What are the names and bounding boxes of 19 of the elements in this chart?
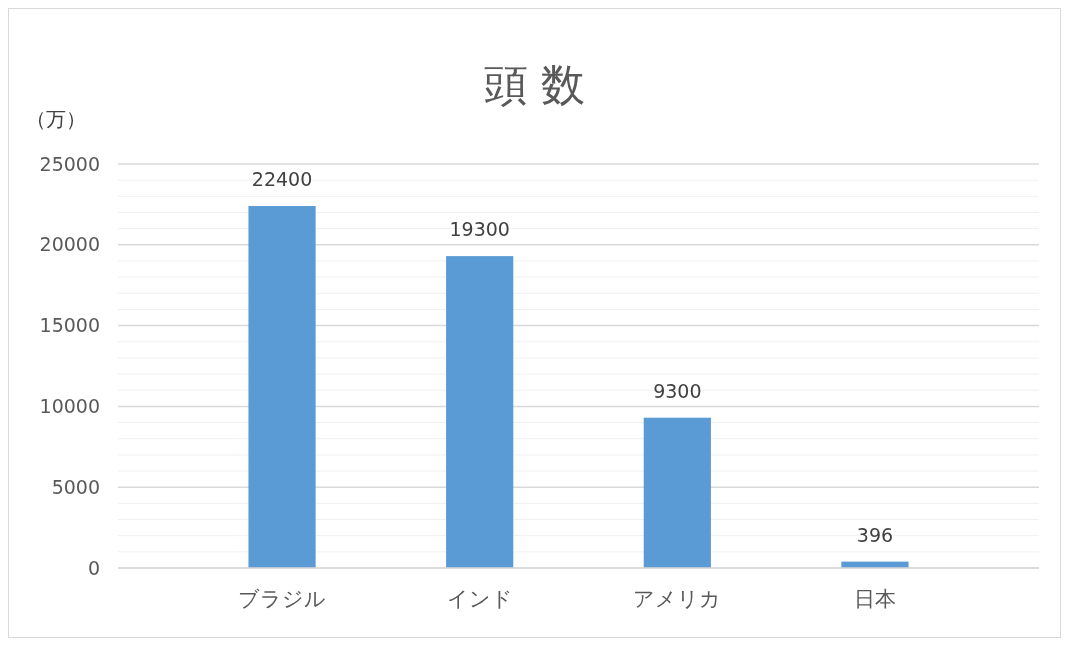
y-axis-title: （万） — [26, 107, 86, 131]
data-label: 9300 — [653, 379, 702, 402]
x-tick-label: ブラジル — [238, 587, 327, 611]
bar — [248, 206, 316, 568]
bar — [643, 417, 711, 568]
y-tick-label: 5000 — [51, 475, 100, 498]
data-label: 396 — [856, 523, 894, 546]
chart-title: 頭 数 — [483, 59, 586, 110]
x-tick-label: インド — [446, 587, 513, 611]
y-tick-label: 20000 — [39, 233, 100, 256]
y-tick-label: 10000 — [39, 395, 100, 418]
x-tick-label: 日本 — [853, 587, 896, 611]
y-tick-label: 0 — [87, 556, 100, 579]
bar — [446, 256, 514, 568]
y-tick-label: 25000 — [39, 152, 100, 175]
x-tick-label: アメリカ — [633, 587, 722, 611]
data-label: 19300 — [449, 218, 510, 241]
data-label: 22400 — [251, 168, 313, 191]
y-tick-label: 15000 — [39, 314, 100, 337]
